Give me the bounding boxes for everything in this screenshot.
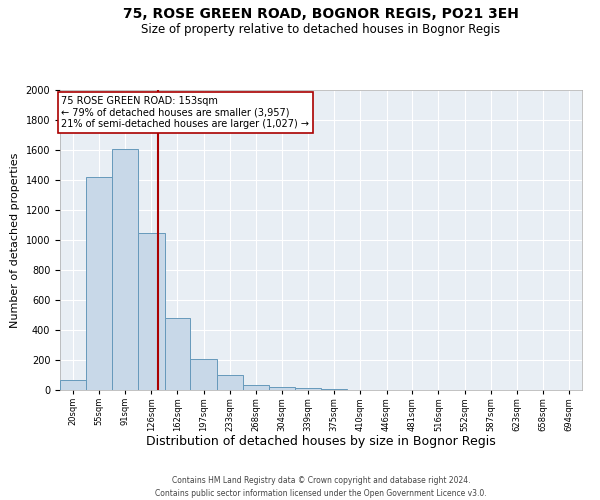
Bar bbox=[164, 318, 190, 390]
Bar bbox=[112, 148, 138, 390]
Bar bbox=[190, 359, 217, 390]
Text: Contains HM Land Registry data © Crown copyright and database right 2024.
Contai: Contains HM Land Registry data © Crown c… bbox=[155, 476, 487, 498]
Text: Size of property relative to detached houses in Bognor Regis: Size of property relative to detached ho… bbox=[142, 22, 500, 36]
Text: 75, ROSE GREEN ROAD, BOGNOR REGIS, PO21 3EH: 75, ROSE GREEN ROAD, BOGNOR REGIS, PO21 … bbox=[123, 8, 519, 22]
Bar bbox=[217, 375, 242, 390]
Bar bbox=[322, 389, 347, 390]
Bar bbox=[86, 177, 112, 390]
Y-axis label: Number of detached properties: Number of detached properties bbox=[10, 152, 20, 328]
Text: Distribution of detached houses by size in Bognor Regis: Distribution of detached houses by size … bbox=[146, 435, 496, 448]
Text: 75 ROSE GREEN ROAD: 153sqm
← 79% of detached houses are smaller (3,957)
21% of s: 75 ROSE GREEN ROAD: 153sqm ← 79% of deta… bbox=[61, 96, 310, 129]
Bar bbox=[242, 385, 269, 390]
Bar bbox=[295, 388, 322, 390]
Bar bbox=[138, 232, 164, 390]
Bar bbox=[269, 387, 295, 390]
Bar bbox=[60, 380, 86, 390]
